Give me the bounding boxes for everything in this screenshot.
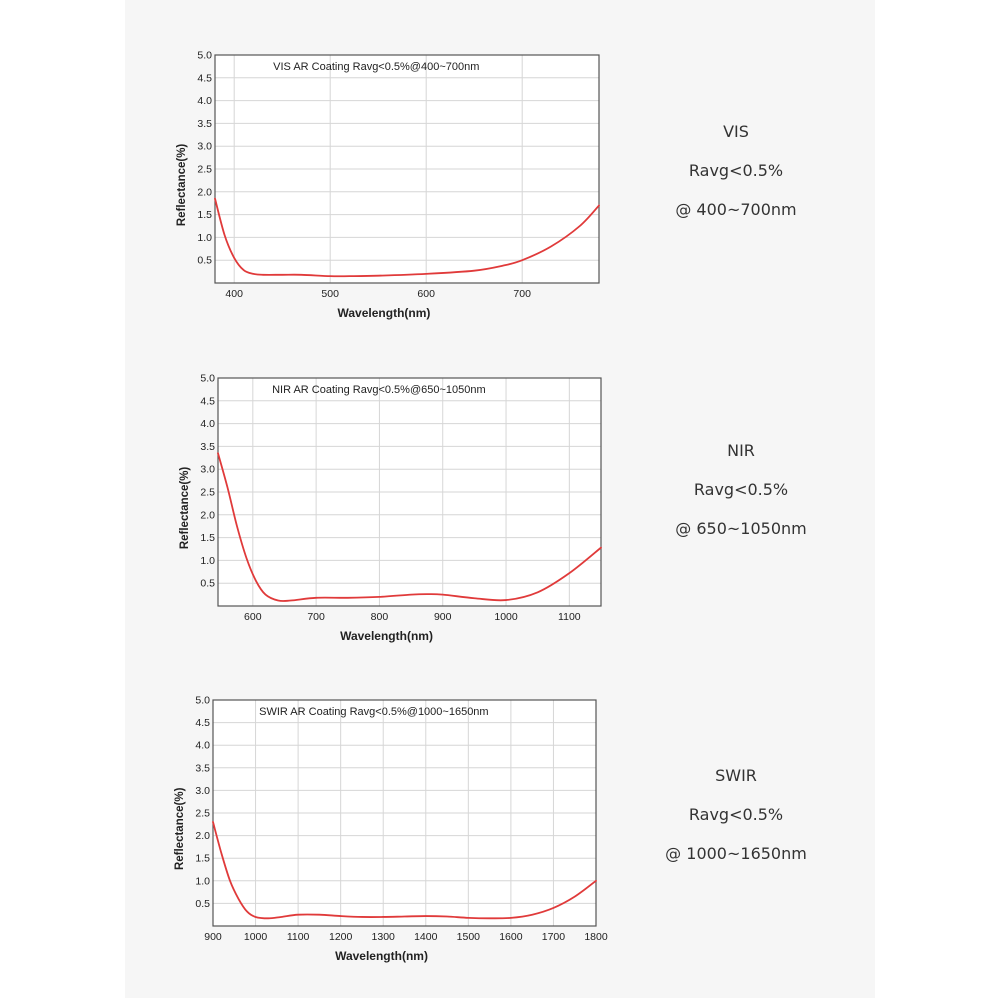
y-tick-label: 3.5: [200, 441, 215, 453]
swir-ravg-label: Ravg<0.5%: [688, 805, 784, 824]
y-tick-label: 3.5: [195, 762, 210, 774]
plot-frame: [214, 54, 600, 284]
y-tick-label: 4.5: [200, 395, 215, 407]
reflectance-curve: [212, 821, 597, 920]
swir-band-label: SWIR: [715, 766, 757, 785]
x-tick-label: 500: [321, 288, 339, 300]
x-axis-label: Wavelength(nm): [340, 629, 433, 643]
nir-spec-label: NIR Ravg<0.5% @ 650~1050nm: [631, 431, 851, 548]
y-tick-label: 4.0: [195, 740, 210, 752]
y-tick-label: 1.0: [200, 555, 215, 567]
swir-range-label: @ 1000~1650nm: [665, 844, 807, 863]
x-tick-label: 1800: [584, 931, 608, 943]
x-tick-label: 600: [417, 288, 435, 300]
y-tick-label: 3.0: [195, 785, 210, 797]
x-tick-label: 900: [434, 611, 452, 623]
y-tick-label: 3.5: [197, 118, 212, 130]
nir-band-label: NIR: [727, 441, 755, 460]
nir-ravg-label: Ravg<0.5%: [693, 480, 789, 499]
y-tick-label: 0.5: [195, 898, 210, 910]
chart-title: SWIR AR Coating Ravg<0.5%@1000~1650nm: [259, 706, 488, 718]
nir-range-label: @ 650~1050nm: [675, 519, 807, 538]
x-tick-label: 1400: [414, 931, 438, 943]
y-tick-label: 2.0: [197, 186, 212, 198]
y-tick-label: 1.0: [195, 875, 210, 887]
y-tick-label: 1.5: [197, 209, 212, 221]
y-tick-label: 2.0: [195, 830, 210, 842]
x-axis-label: Wavelength(nm): [338, 306, 431, 320]
vis-spec-label: VIS Ravg<0.5% @ 400~700nm: [626, 112, 846, 229]
x-axis-label: Wavelength(nm): [335, 949, 428, 963]
vis-range-label: @ 400~700nm: [675, 200, 797, 219]
plot-frame: [217, 377, 602, 607]
y-tick-label: 0.5: [197, 255, 212, 267]
y-tick-label: 4.5: [197, 72, 212, 84]
y-tick-label: 1.0: [197, 232, 212, 244]
y-tick-label: 2.0: [200, 509, 215, 521]
chart-title: NIR AR Coating Ravg<0.5%@650~1050nm: [272, 384, 486, 396]
x-tick-label: 600: [244, 611, 262, 623]
y-tick-label: 3.0: [200, 464, 215, 476]
x-tick-label: 1100: [558, 611, 581, 623]
reflectance-curve: [217, 452, 602, 602]
x-tick-label: 1600: [499, 931, 523, 943]
y-tick-label: 5.0: [200, 373, 215, 385]
vis-ravg-label: Ravg<0.5%: [688, 161, 784, 180]
y-tick-label: 1.5: [195, 853, 210, 865]
x-tick-label: 1200: [329, 931, 353, 943]
y-tick-label: 5.0: [197, 50, 212, 62]
chart-title: VIS AR Coating Ravg<0.5%@400~700nm: [273, 61, 479, 73]
y-tick-label: 2.5: [200, 487, 215, 499]
swir-spec-label: SWIR Ravg<0.5% @ 1000~1650nm: [626, 756, 846, 873]
y-tick-label: 0.5: [200, 578, 215, 590]
y-axis-label: Reflectance(%): [176, 144, 188, 227]
y-axis-label: Reflectance(%): [174, 787, 186, 870]
x-tick-label: 1300: [372, 931, 396, 943]
plot-frame: [212, 699, 597, 927]
reflectance-curve: [214, 197, 600, 278]
x-tick-label: 1000: [244, 931, 268, 943]
y-tick-label: 3.0: [197, 141, 212, 153]
x-tick-label: 700: [513, 288, 531, 300]
x-tick-label: 1100: [287, 931, 310, 943]
y-tick-label: 4.5: [195, 717, 210, 729]
x-tick-label: 1700: [542, 931, 566, 943]
y-tick-label: 4.0: [197, 95, 212, 107]
y-axis-label: Reflectance(%): [179, 467, 191, 550]
y-tick-label: 5.0: [195, 695, 210, 707]
x-tick-label: 700: [307, 611, 325, 623]
x-tick-label: 800: [371, 611, 389, 623]
x-tick-label: 400: [225, 288, 243, 300]
x-tick-label: 1500: [457, 931, 481, 943]
vis-band-label: VIS: [723, 122, 749, 141]
y-tick-label: 2.5: [197, 164, 212, 176]
y-tick-label: 2.5: [195, 808, 210, 820]
y-tick-label: 4.0: [200, 418, 215, 430]
y-tick-label: 1.5: [200, 532, 215, 544]
x-tick-label: 900: [204, 931, 222, 943]
x-tick-label: 1000: [494, 611, 518, 623]
